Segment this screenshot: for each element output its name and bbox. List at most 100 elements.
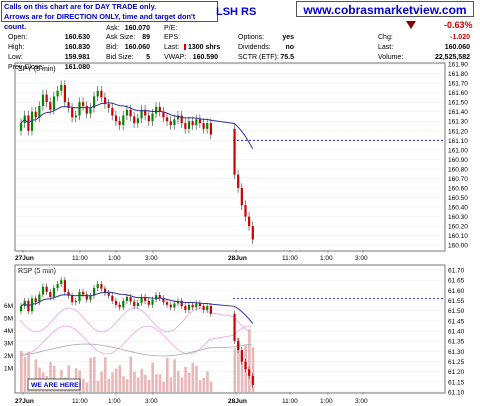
spy-y-tick: 160.30 (448, 214, 468, 221)
volume-bar (206, 371, 209, 392)
spy-y-tick: 161.50 (448, 100, 468, 107)
spy-candle (111, 107, 114, 116)
rsp-candle (248, 369, 251, 376)
spy-candle (162, 111, 165, 118)
volume-bar (49, 362, 52, 392)
we-are-here-label: WE ARE HERE! (31, 382, 81, 389)
spy-candle (248, 216, 251, 227)
dividends-label: Dividends: (238, 44, 271, 51)
low-label: Low: (8, 54, 23, 61)
rsp-candle (202, 306, 205, 310)
spy-candle (34, 111, 37, 118)
low-value: 159.981 (64, 54, 90, 61)
rsp-candle (103, 288, 107, 294)
rsp-x-tick: 3:00 (355, 398, 368, 405)
last-trade-shares: 1300 shrs (188, 44, 221, 51)
spy-candle (251, 226, 254, 240)
disclaimer-box: Calls on this chart are for DAY TRADE on… (1, 1, 218, 31)
rsp-y-tick: 61.20 (448, 369, 465, 376)
spy-y-tick: 161.10 (448, 138, 468, 145)
rsp-candle (176, 300, 180, 304)
volume-bar (202, 377, 206, 392)
spy-candle (169, 121, 172, 126)
spy-candle (209, 123, 212, 135)
chg-label: Chg: (378, 34, 393, 41)
volume-bar (162, 381, 165, 392)
volume-bar (34, 359, 38, 392)
rsp-x-tick: 11:00 (282, 398, 298, 405)
last-trade-label: Last: (164, 44, 180, 51)
rsp-candle (237, 340, 240, 350)
website-link[interactable]: www.cobrasmarketview.com (296, 1, 474, 17)
rsp-x-tick: 3:00 (145, 398, 158, 405)
rsp-candle (38, 294, 41, 303)
spy-candle (202, 123, 205, 129)
spy-candle (129, 109, 132, 117)
volume-bar (173, 359, 176, 392)
last-price-label: Last: (378, 44, 394, 51)
spy-candle (176, 115, 180, 120)
volume-bar (176, 370, 180, 392)
volume-bar (27, 351, 30, 392)
rsp-candle (89, 295, 92, 300)
volume-bar (96, 380, 100, 392)
rsp-candle (52, 287, 56, 298)
spy-candle (114, 115, 118, 122)
spy-candle (237, 174, 240, 188)
spy-candle (93, 96, 96, 108)
volume-bar (187, 372, 191, 392)
rsp-y-tick: 61.70 (448, 268, 465, 275)
spy-candle (136, 118, 139, 124)
rsp-candle (144, 297, 147, 301)
prev-close-value: 161.080 (64, 64, 90, 71)
spy-candle (155, 106, 158, 114)
volume-bar (248, 329, 251, 392)
rsp-candle (129, 297, 132, 302)
volume-bar (240, 352, 244, 392)
rsp-candle (82, 291, 85, 295)
spy-candle (67, 102, 70, 108)
rsp-candle (206, 306, 209, 310)
sctr-value: 75.5 (280, 54, 294, 61)
rsp-candle (173, 303, 176, 308)
spy-candle (125, 109, 129, 116)
rsp-candle (56, 284, 59, 288)
high-label: High: (8, 44, 25, 51)
disclaimer-line-1: Calls on this chart are for DAY TRADE on… (4, 2, 157, 11)
volume-tick: 4M (4, 328, 13, 335)
last-price-value: 160.060 (444, 44, 470, 51)
spy-x-tick: 27Jun (15, 255, 34, 262)
options-label: Options: (238, 34, 265, 41)
volume-bar (103, 357, 107, 392)
spy-candle (166, 117, 169, 122)
spy-candle (38, 105, 41, 118)
rsp-candle (166, 302, 169, 305)
ask-label: Ask: (106, 25, 120, 32)
high-value: 160.830 (64, 44, 90, 51)
rsp-candle (41, 286, 45, 295)
spy-candle (244, 205, 247, 217)
volume-tick: 6M (4, 303, 13, 310)
spy-candle (206, 123, 209, 129)
volume-bar (133, 371, 136, 392)
rsp-candle (67, 291, 70, 296)
rsp-x-tick: 27Jun (15, 398, 34, 405)
volume-bar (136, 377, 140, 392)
chg-value: -1.020 (450, 34, 470, 41)
bid-size-value: 5 (146, 54, 150, 61)
spy-x-tick: 11:00 (72, 255, 88, 262)
prev-close-label: Prev Close: (8, 64, 45, 71)
spy-candle (195, 119, 198, 126)
rsp-title: RSP (5 min) (18, 268, 56, 275)
sctr-label: SCTR (ETF): (238, 54, 279, 61)
rsp-candle (251, 375, 254, 385)
volume-bar (100, 371, 103, 392)
spy-candle (122, 115, 125, 126)
spy-candle (187, 121, 191, 129)
rsp-x-tick: 28Jun (228, 398, 247, 405)
spy-x-tick: 11:00 (282, 255, 298, 262)
rsp-candle (198, 303, 202, 307)
rsp-candle (118, 304, 121, 308)
rsp-candle (244, 361, 247, 370)
spy-candle (158, 106, 161, 112)
